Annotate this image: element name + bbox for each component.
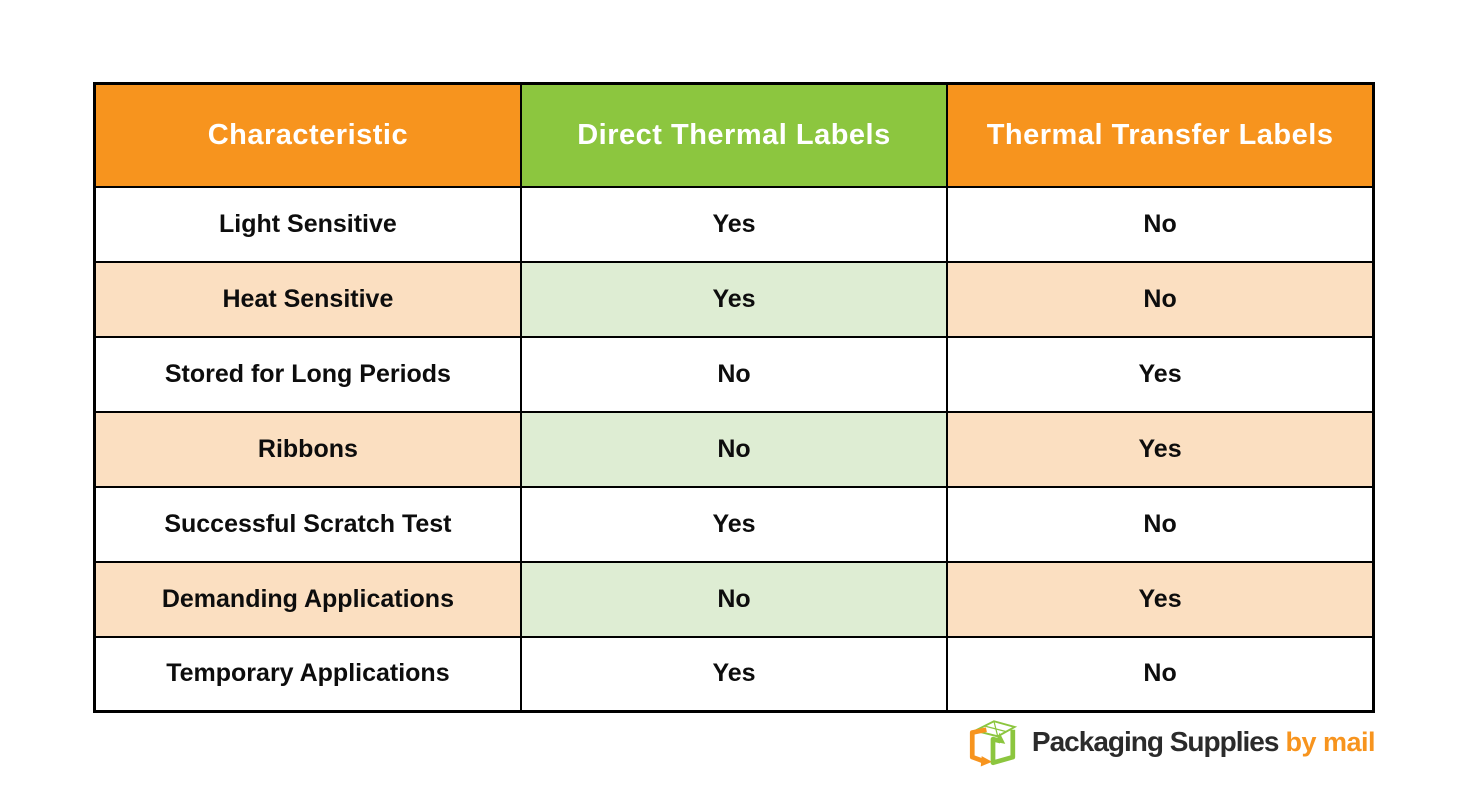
thermal-transfer-cell: No <box>946 485 1375 563</box>
table-row: Stored for Long Periods No Yes <box>93 335 1375 413</box>
direct-thermal-cell: Yes <box>519 485 949 563</box>
column-header-thermal-transfer: Thermal Transfer Labels <box>946 82 1375 188</box>
header-row: Characteristic Direct Thermal Labels The… <box>93 82 1375 188</box>
table-row: Successful Scratch Test Yes No <box>93 485 1375 563</box>
direct-thermal-cell: No <box>519 560 949 638</box>
thermal-transfer-cell: Yes <box>946 560 1375 638</box>
packaging-supplies-logo: Packaging Supplies by mail <box>960 714 1375 770</box>
thermal-transfer-cell: No <box>946 635 1375 713</box>
thermal-transfer-cell: No <box>946 260 1375 338</box>
comparison-table: Characteristic Direct Thermal Labels The… <box>93 82 1375 713</box>
characteristic-cell: Successful Scratch Test <box>93 485 522 563</box>
direct-thermal-cell: Yes <box>519 185 949 263</box>
characteristic-cell: Heat Sensitive <box>93 260 522 338</box>
characteristic-cell: Light Sensitive <box>93 185 522 263</box>
thermal-transfer-cell: Yes <box>946 410 1375 488</box>
characteristic-cell: Stored for Long Periods <box>93 335 522 413</box>
characteristic-cell: Ribbons <box>93 410 522 488</box>
column-header-direct-thermal: Direct Thermal Labels <box>519 82 949 188</box>
packaging-box-arrows-icon <box>960 715 1026 769</box>
thermal-transfer-cell: No <box>946 185 1375 263</box>
table-row: Demanding Applications No Yes <box>93 560 1375 638</box>
direct-thermal-cell: Yes <box>519 635 949 713</box>
column-header-characteristic: Characteristic <box>93 82 522 188</box>
table-row: Light Sensitive Yes No <box>93 185 1375 263</box>
direct-thermal-cell: No <box>519 410 949 488</box>
direct-thermal-cell: No <box>519 335 949 413</box>
direct-thermal-cell: Yes <box>519 260 949 338</box>
logo-brand-text: Packaging Supplies <box>1031 726 1280 757</box>
table-row: Ribbons No Yes <box>93 410 1375 488</box>
table-row: Temporary Applications Yes No <box>93 635 1375 713</box>
characteristic-cell: Demanding Applications <box>93 560 522 638</box>
table-row: Heat Sensitive Yes No <box>93 260 1375 338</box>
logo-suffix-text: by mail <box>1285 726 1375 757</box>
characteristic-cell: Temporary Applications <box>93 635 522 713</box>
thermal-transfer-cell: Yes <box>946 335 1375 413</box>
